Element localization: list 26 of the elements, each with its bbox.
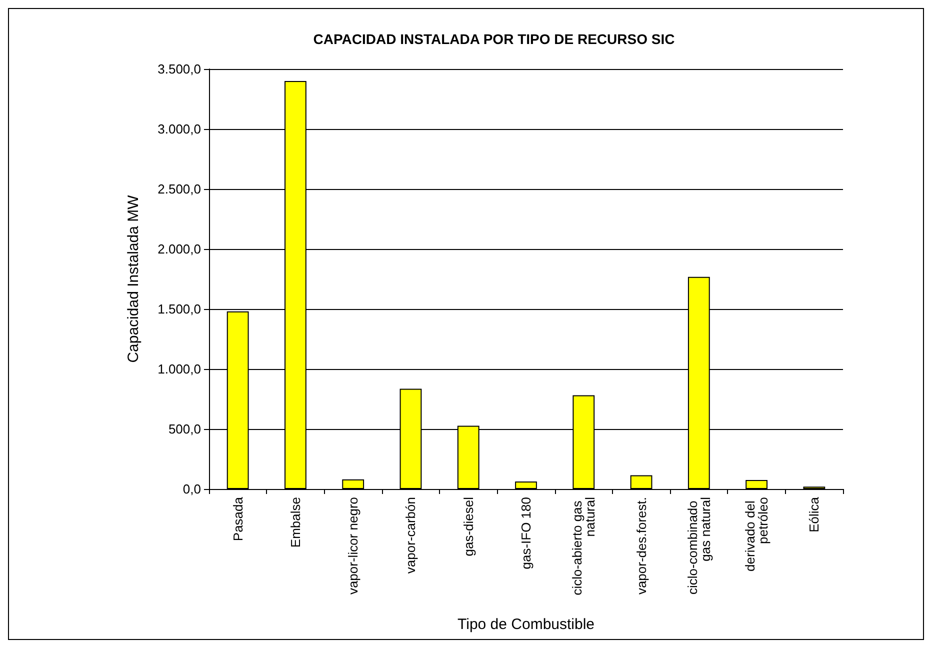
y-tick-label: 2.500,0 bbox=[158, 182, 201, 196]
y-tick-label: 1.000,0 bbox=[158, 362, 201, 376]
y-axis-title: Capacidad Instalada MW bbox=[125, 194, 142, 363]
chart-title: CAPACIDAD INSTALADA POR TIPO DE RECURSO SIC bbox=[313, 31, 675, 47]
x-tick-label: gas-diesel bbox=[460, 496, 476, 556]
x-tick-label: Embalse bbox=[288, 497, 303, 548]
x-tick-label: Pasada bbox=[230, 496, 246, 542]
x-axis-title: Tipo de Combustible bbox=[457, 616, 595, 633]
y-tick-label: 2.000,0 bbox=[158, 242, 201, 256]
bar bbox=[746, 480, 768, 489]
y-tick-label: 3.000,0 bbox=[158, 122, 201, 136]
x-tick-label: vapor-des.forest. bbox=[634, 497, 649, 595]
y-tick-label: 0,0 bbox=[182, 482, 201, 496]
x-tick-label: vapor-licor negro bbox=[346, 497, 361, 595]
y-tick-label: 3.500,0 bbox=[158, 62, 201, 76]
bar bbox=[342, 479, 364, 489]
x-tick-label: vapor-carbón bbox=[403, 497, 418, 574]
y-tick-label: 500,0 bbox=[168, 422, 201, 436]
x-tick-label: ciclo-combinado gas natural bbox=[684, 496, 713, 595]
bar bbox=[630, 475, 652, 489]
x-tick-label: Eólica bbox=[806, 496, 822, 532]
x-tick-label: ciclo-abierto gas natural bbox=[570, 496, 598, 596]
x-tick-label: derivado del petróleo bbox=[742, 497, 771, 572]
x-tick-label: gas-IFO 180 bbox=[518, 497, 534, 570]
bar bbox=[515, 481, 537, 489]
y-tick-label: 1.500,0 bbox=[158, 302, 201, 316]
